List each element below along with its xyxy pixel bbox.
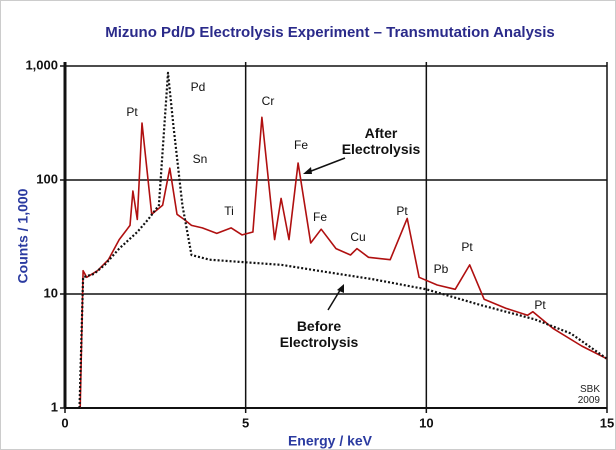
x-tick-label: 15 (600, 415, 614, 430)
y-tick-label: 1 (51, 399, 58, 414)
after-label: After Electrolysis (341, 125, 421, 157)
x-axis-label: Energy / keV (288, 433, 373, 449)
before-label: Before Electrolysis (279, 318, 359, 350)
peak-label: Cr (262, 94, 275, 108)
plot (78, 71, 608, 409)
peak-label: Pd (191, 80, 206, 94)
y-axis-label: Counts / 1,000 (15, 188, 31, 283)
signature: SBK 2009 (577, 384, 600, 406)
peak-label: Pb (434, 262, 449, 276)
arrow (305, 157, 346, 174)
grid: 1 10 100 1,000 0 5 10 15 (25, 57, 614, 430)
y-tick-label: 10 (44, 285, 58, 300)
x-tick-label: 5 (242, 415, 249, 430)
peak-label: Fe (294, 138, 308, 152)
y-tick-label: 100 (36, 171, 58, 186)
peak-label: Pt (126, 105, 138, 119)
peak-label: Cu (350, 230, 365, 244)
series-line (78, 71, 608, 409)
arrow-head (303, 167, 312, 174)
series-line (79, 116, 608, 409)
peak-label: Pt (461, 240, 473, 254)
labels: Pt Pd Sn Cr Fe Ti Fe Cu Pt Pb Pt Pt (126, 80, 546, 312)
peak-label: Sn (193, 152, 208, 166)
chart-title: Mizuno Pd/D Electrolysis Experiment – Tr… (105, 24, 555, 41)
peak-label: Pt (534, 298, 546, 312)
peak-label: Ti (224, 204, 234, 218)
x-tick-label: 10 (419, 415, 433, 430)
peak-label: Pt (396, 204, 408, 218)
y-tick-label: 1,000 (25, 57, 58, 72)
x-tick-label: 0 (61, 415, 68, 430)
peak-label: Fe (313, 210, 327, 224)
arrow-head (337, 284, 344, 293)
